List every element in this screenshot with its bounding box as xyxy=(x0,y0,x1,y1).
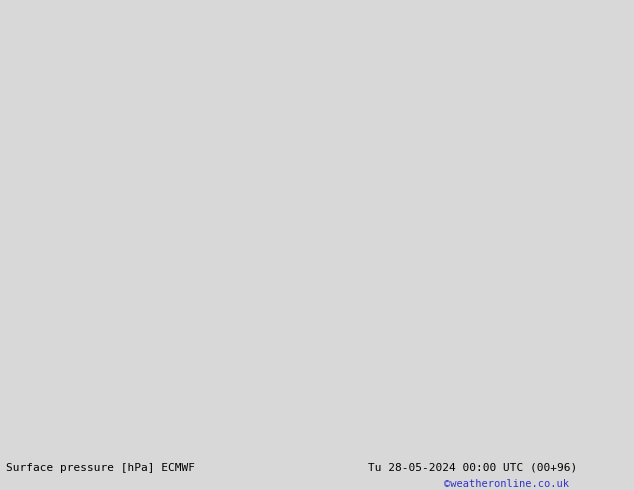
Text: ©weatheronline.co.uk: ©weatheronline.co.uk xyxy=(444,479,569,489)
Text: Tu 28-05-2024 00:00 UTC (00+96): Tu 28-05-2024 00:00 UTC (00+96) xyxy=(368,463,577,473)
Text: Surface pressure [hPa] ECMWF: Surface pressure [hPa] ECMWF xyxy=(6,463,195,473)
